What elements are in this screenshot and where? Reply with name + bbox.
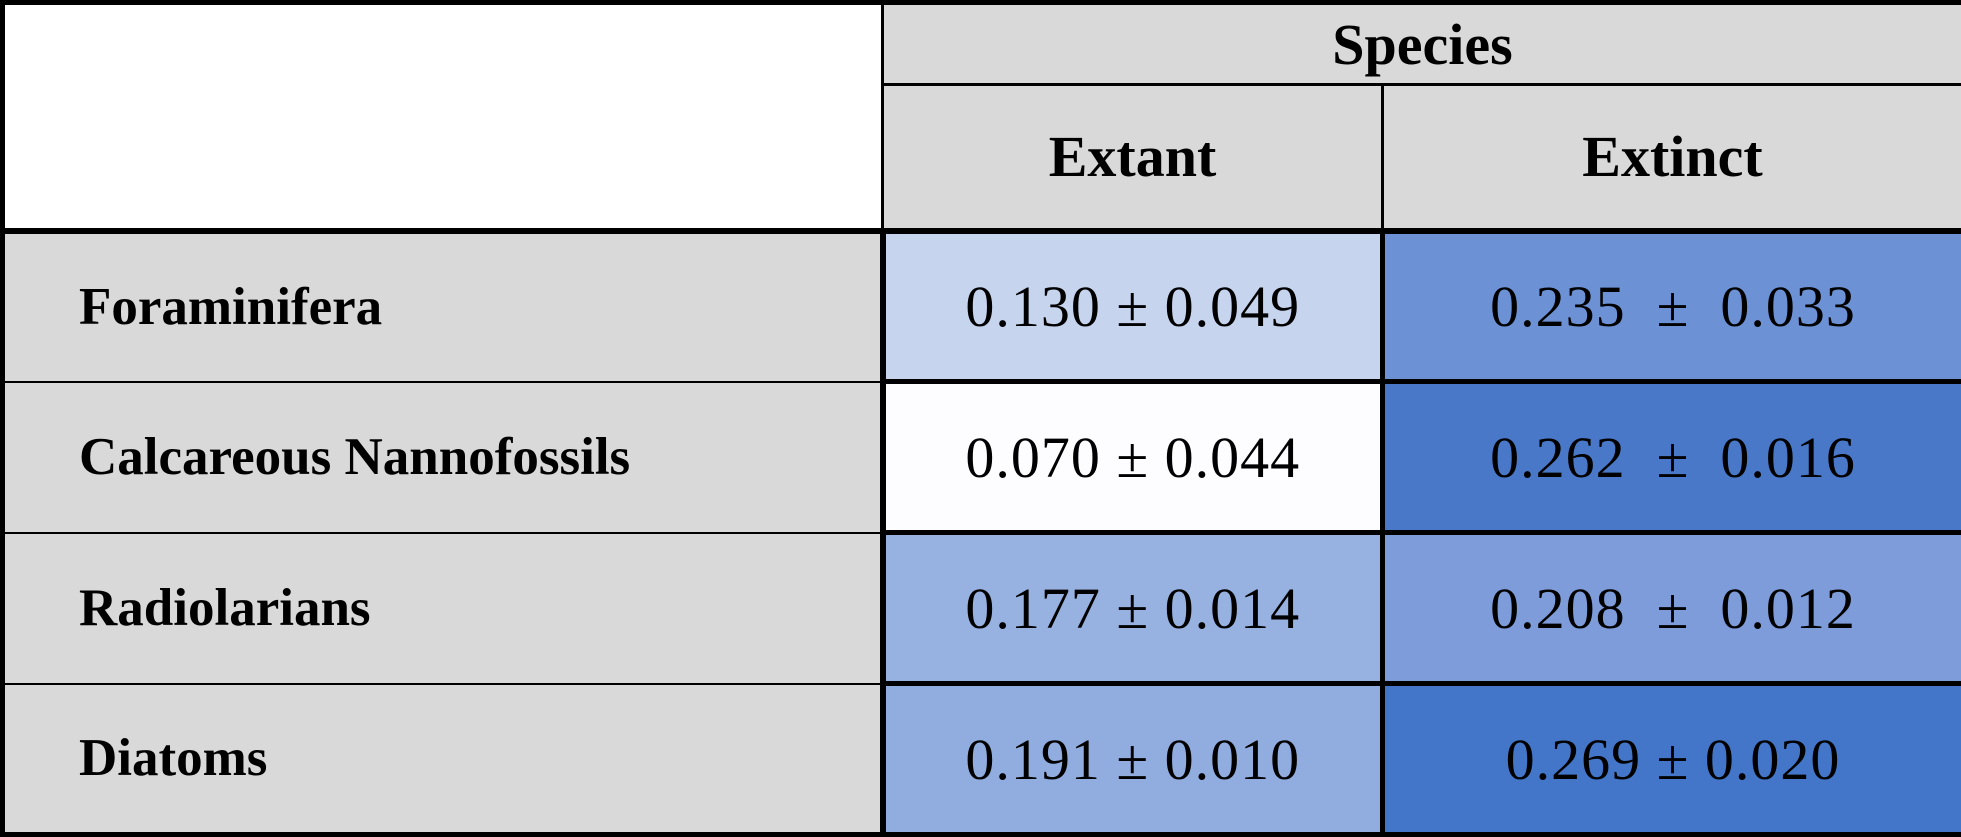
cell-calcareous-nannofossils-extant: 0.070 ± 0.044 xyxy=(880,379,1385,535)
header-extant: Extant xyxy=(881,84,1383,234)
cell-calcareous-nannofossils-extinct: 0.262 ± 0.016 xyxy=(1380,379,1961,535)
cell-foraminifera-extant: 0.130 ± 0.049 xyxy=(880,228,1385,384)
cell-foraminifera-extinct: 0.235 ± 0.033 xyxy=(1380,228,1961,384)
cell-diatoms-extinct: 0.269 ± 0.020 xyxy=(1380,681,1961,837)
header-extinct: Extinct xyxy=(1381,84,1961,234)
table-row-calcareous-nannofossils: Calcareous Nannofossils 0.070 ± 0.044 0.… xyxy=(2,379,1961,535)
table-row-radiolarians: Radiolarians 0.177 ± 0.014 0.208 ± 0.012 xyxy=(2,530,1961,686)
cell-radiolarians-extant: 0.177 ± 0.014 xyxy=(880,530,1385,686)
table-row-diatoms: Diatoms 0.191 ± 0.010 0.269 ± 0.020 xyxy=(2,681,1961,837)
cell-diatoms-extant: 0.191 ± 0.010 xyxy=(880,681,1385,837)
row-label-foraminifera: Foraminifera xyxy=(2,229,886,383)
header-species: Species xyxy=(881,2,1961,86)
row-label-radiolarians: Radiolarians xyxy=(2,531,886,685)
table-row-foraminifera: Foraminifera 0.130 ± 0.049 0.235 ± 0.033 xyxy=(2,228,1961,384)
header-group-row: Species xyxy=(2,2,1961,234)
cell-radiolarians-extinct: 0.208 ± 0.012 xyxy=(1380,530,1961,686)
header-columns-row: Extant Extinct xyxy=(3,84,1961,234)
row-label-diatoms: Diatoms xyxy=(2,682,886,836)
row-label-calcareous-nannofossils: Calcareous Nannofossils xyxy=(2,380,886,534)
corner-cell xyxy=(2,2,884,234)
